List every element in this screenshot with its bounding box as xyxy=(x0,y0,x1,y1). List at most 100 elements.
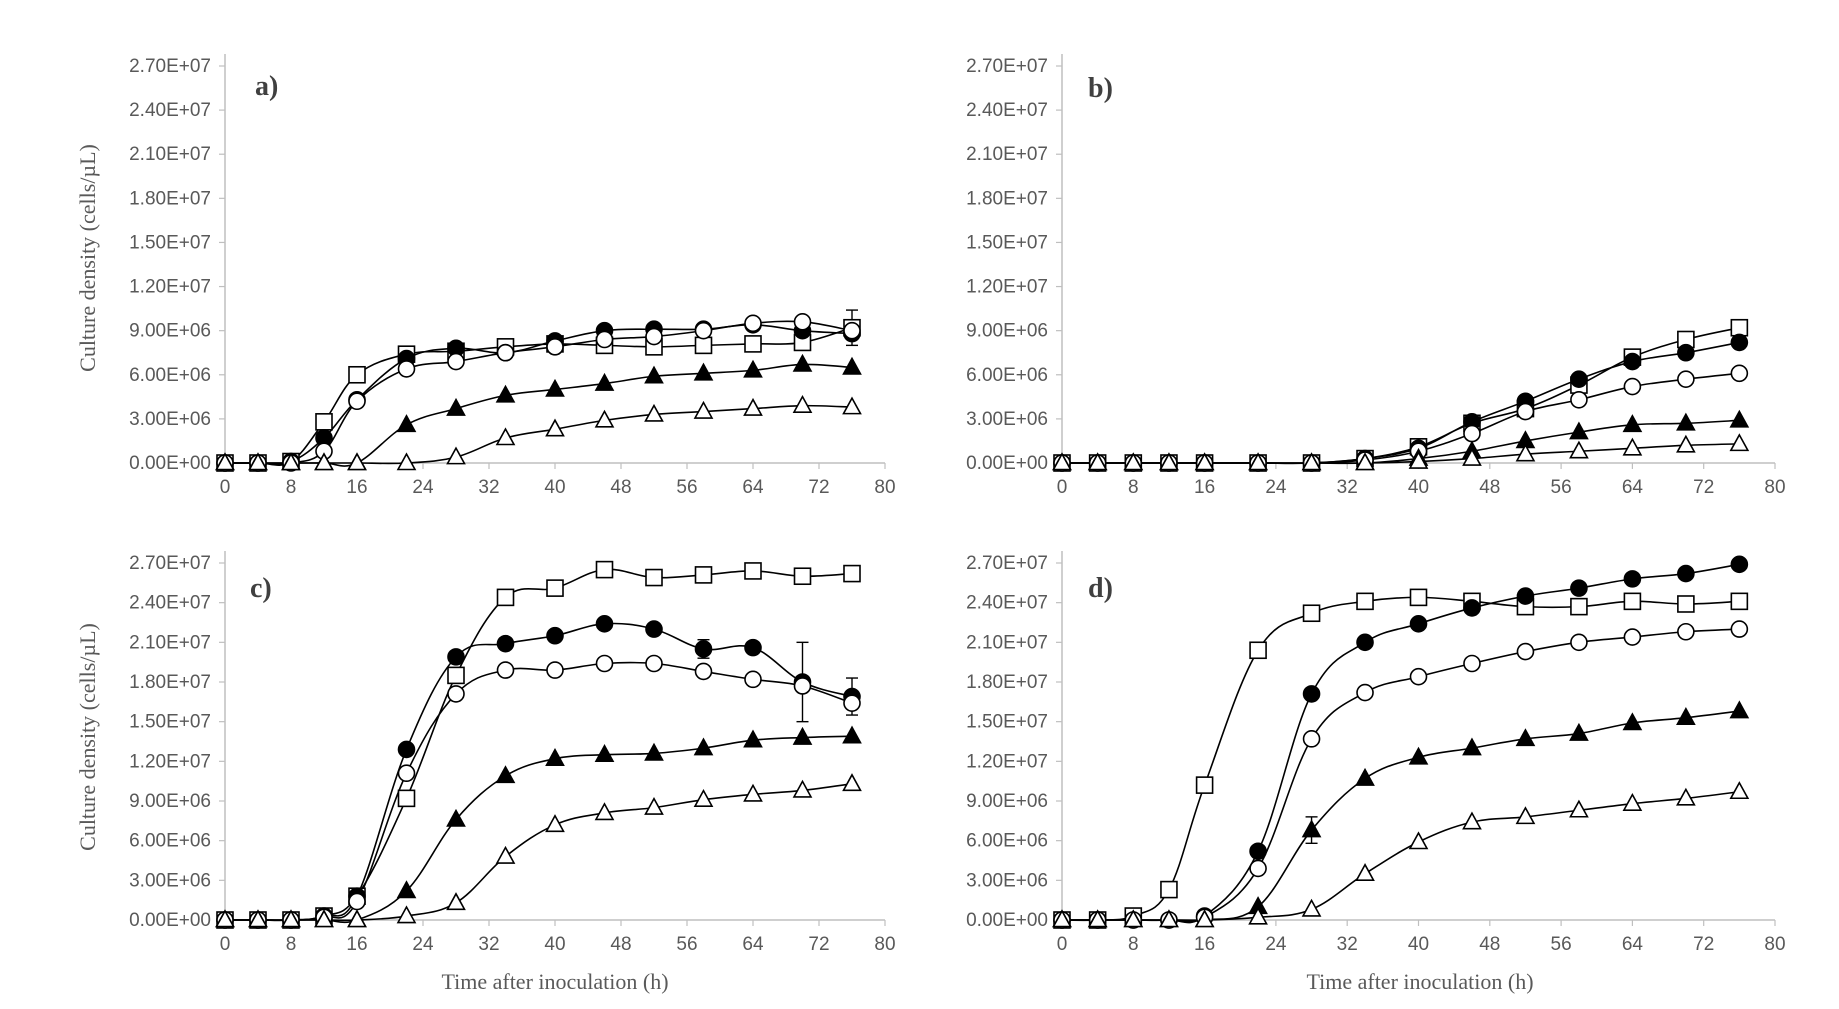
point-d-triangle-open xyxy=(1248,906,1268,925)
point-a-triangle-filled xyxy=(842,356,862,375)
point-b-triangle-open xyxy=(1622,437,1643,456)
y-tick-label-a: 2.70E+07 xyxy=(129,56,211,77)
x-tick-label-c: 72 xyxy=(808,934,829,955)
x-tick-label-b: 80 xyxy=(1764,477,1785,498)
point-d-circle-open xyxy=(1623,628,1642,646)
point-a-triangle-open xyxy=(215,452,235,471)
point-d-triangle-filled xyxy=(1729,700,1750,719)
point-d-triangle-filled xyxy=(1515,728,1536,747)
point-d-circle-open xyxy=(1409,667,1428,686)
x-tick-label-a: 48 xyxy=(610,477,631,498)
point-d-triangle-filled xyxy=(1676,707,1696,726)
point-d-triangle-open xyxy=(1515,806,1536,825)
point-d-circle-open xyxy=(1730,620,1749,638)
point-c-triangle-open xyxy=(446,892,466,911)
point-a-triangle-open xyxy=(693,400,714,419)
point-b-triangle-open xyxy=(1159,452,1179,471)
x-tick-label-b: 64 xyxy=(1622,477,1644,498)
x-tick-label-b: 48 xyxy=(1479,477,1500,498)
point-c-triangle-open xyxy=(545,814,565,833)
panel-c: 0.00E+00 3.00E+06 6.00E+06 9.00E+06 1.20E+07… xyxy=(129,551,896,955)
point-b-triangle-open xyxy=(1052,452,1072,471)
x-tick-label-b: 0 xyxy=(1057,477,1068,498)
point-b-triangle-filled xyxy=(1676,412,1696,431)
point-d-circle-filled xyxy=(1356,633,1374,652)
x-tick-label-c: 8 xyxy=(286,934,297,955)
point-d-circle-filled xyxy=(1677,564,1695,583)
y-axis-title-a: Culture density (cells/µL) xyxy=(75,144,100,372)
point-a-circle-open xyxy=(496,343,515,362)
x-tick-label-a: 0 xyxy=(220,477,231,498)
point-d-circle-filled xyxy=(1409,615,1428,633)
y-tick-label-d: 3.00E+06 xyxy=(966,870,1048,891)
point-a-triangle-open xyxy=(842,396,862,415)
point-d-circle-open xyxy=(1356,683,1374,702)
point-d-circle-open xyxy=(1516,642,1535,661)
x-tick-label-c: 40 xyxy=(544,934,565,955)
point-b-triangle-open xyxy=(1301,452,1322,471)
point-c-circle-filled xyxy=(496,634,515,653)
point-a-triangle-filled xyxy=(743,359,763,378)
point-c-triangle-open xyxy=(281,909,301,928)
y-tick-label-b: 0.00E+00 xyxy=(966,453,1048,474)
series-line-b-square-open xyxy=(1062,326,1740,465)
x-tick-label-b: 72 xyxy=(1693,477,1714,498)
series-line-d-square-open xyxy=(1061,596,1740,922)
point-b-circle-open xyxy=(1570,390,1588,409)
y-tick-label-b: 3.00E+06 xyxy=(966,409,1048,430)
y-axis-title-c: Culture density (cells/µL) xyxy=(75,623,100,851)
point-c-triangle-open xyxy=(743,783,763,802)
x-tick-label-c: 0 xyxy=(220,934,231,955)
x-tick-label-c: 80 xyxy=(874,934,895,955)
series-line-d-circle-open xyxy=(1061,628,1740,923)
point-d-square-open xyxy=(1730,592,1749,611)
y-tick-label-d: 1.50E+07 xyxy=(966,712,1048,733)
x-tick-label-d: 56 xyxy=(1551,934,1572,955)
point-b-triangle-open xyxy=(1408,450,1429,469)
x-tick-label-a: 32 xyxy=(478,477,499,498)
point-b-triangle-open xyxy=(1123,452,1144,471)
y-tick-label-c: 1.50E+07 xyxy=(129,712,211,733)
x-tick-label-d: 0 xyxy=(1057,934,1068,955)
point-c-triangle-filled xyxy=(693,737,714,756)
point-a-triangle-open xyxy=(446,446,466,465)
point-d-triangle-open xyxy=(1159,909,1179,928)
point-a-triangle-filled xyxy=(396,414,417,433)
point-a-circle-open xyxy=(447,352,465,371)
point-d-triangle-filled xyxy=(1569,722,1589,741)
point-c-square-open xyxy=(744,562,762,580)
point-c-triangle-filled xyxy=(743,729,763,748)
point-d-triangle-open xyxy=(1355,863,1375,882)
point-a-triangle-open xyxy=(594,409,615,428)
point-a-triangle-open xyxy=(743,397,763,416)
point-c-triangle-open xyxy=(693,789,714,807)
point-c-triangle-filled xyxy=(446,808,466,827)
x-tick-label-b: 24 xyxy=(1265,477,1287,498)
point-c-triangle-filled xyxy=(842,725,862,744)
point-d-triangle-filled xyxy=(1355,767,1375,786)
point-d-triangle-filled xyxy=(1462,737,1482,756)
y-tick-label-c: 2.10E+07 xyxy=(129,632,211,653)
point-a-circle-open xyxy=(348,392,366,411)
point-c-triangle-open xyxy=(594,802,615,821)
point-c-square-open xyxy=(694,566,713,584)
point-b-triangle-open xyxy=(1676,434,1696,453)
y-tick-label-d: 1.20E+07 xyxy=(966,751,1048,772)
y-tick-label-d: 9.00E+06 xyxy=(966,791,1048,812)
point-b-triangle-filled xyxy=(1622,414,1643,433)
point-c-triangle-filled xyxy=(495,765,516,784)
point-b-circle-filled xyxy=(1623,352,1642,371)
point-c-circle-open xyxy=(397,764,416,783)
point-b-triangle-open xyxy=(1355,452,1375,471)
point-b-circle-open xyxy=(1730,364,1749,383)
series-line-c-triangle-filled xyxy=(224,735,853,924)
panel-a: 0.00E+00 3.00E+06 6.00E+06 9.00E+06 1.20E+07… xyxy=(129,54,896,498)
x-tick-label-d: 16 xyxy=(1194,934,1215,955)
x-tick-label-c: 16 xyxy=(346,934,367,955)
point-d-circle-open xyxy=(1249,859,1267,878)
point-a-circle-open xyxy=(595,330,614,349)
x-tick-label-b: 16 xyxy=(1194,477,1215,498)
point-c-triangle-open xyxy=(495,845,516,864)
y-tick-label-c: 2.40E+07 xyxy=(129,593,211,614)
x-tick-label-d: 48 xyxy=(1479,934,1500,955)
